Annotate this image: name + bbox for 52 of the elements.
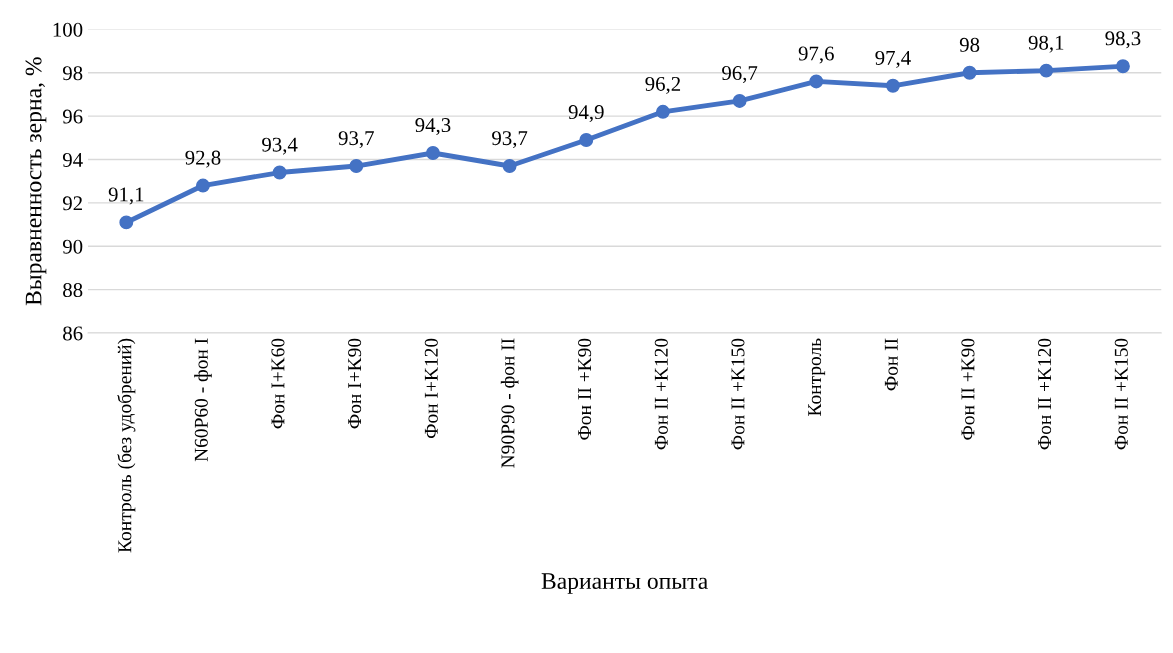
- data-label: 94,9: [568, 105, 604, 123]
- x-tick-label: Фон II +K120: [654, 338, 668, 450]
- x-tick-label: Контроль (без удобрений): [117, 338, 136, 553]
- point: [196, 178, 210, 193]
- data-label: 94,3: [415, 118, 451, 136]
- point: [1039, 63, 1054, 78]
- data-label: 98,3: [1105, 31, 1141, 49]
- data-label: 98: [959, 37, 980, 52]
- x-axis-title: Варианты опыта: [541, 573, 708, 594]
- x-tick-label: Контроль: [808, 338, 826, 416]
- y-tick-label: 90: [62, 239, 83, 254]
- x-tick-label: N60P60 - фон I: [194, 338, 212, 462]
- y-axis-title: Выравненность зерна, %: [25, 57, 47, 306]
- y-tick-label: 100: [53, 22, 83, 37]
- point: [349, 159, 364, 173]
- x-tick-label: Фон II +K150: [731, 338, 745, 450]
- y-tick-label: 94: [62, 152, 83, 167]
- point: [579, 133, 594, 147]
- x-tick-label: Фон II +K150: [1114, 338, 1128, 450]
- data-label: 93,7: [492, 131, 528, 149]
- data-label: 91,1: [108, 187, 144, 205]
- y-tick-label: 96: [62, 109, 83, 124]
- data-label: 92,8: [185, 150, 221, 168]
- point: [656, 104, 670, 119]
- point: [426, 146, 440, 160]
- data-label: 97,6: [798, 46, 834, 64]
- point: [962, 65, 977, 80]
- data-label: 97,4: [875, 50, 911, 68]
- data-label: 93,7: [338, 131, 374, 149]
- x-tick-label: Фон II +K120: [1038, 338, 1052, 450]
- point: [732, 94, 747, 108]
- data-label: 93,4: [262, 137, 298, 155]
- x-tick-label: Фон II +K90: [578, 338, 592, 440]
- point: [886, 78, 900, 93]
- x-tick-label: Фон I+K60: [271, 338, 285, 429]
- data-label: 96,2: [645, 76, 681, 94]
- y-tick-label: 86: [63, 326, 83, 341]
- y-tick-label: 92: [62, 196, 82, 211]
- point: [502, 159, 517, 173]
- point: [272, 165, 287, 180]
- x-tick-label: Фон I+K90: [348, 338, 362, 429]
- y-tick-label: 88: [63, 283, 83, 298]
- x-tick-label: Фон II: [884, 338, 898, 391]
- point: [809, 74, 824, 89]
- data-label: 98,1: [1028, 35, 1064, 53]
- point: [119, 215, 134, 230]
- data-label: 96,7: [722, 66, 758, 84]
- point: [1115, 59, 1130, 74]
- y-tick-label: 98: [62, 66, 83, 81]
- x-tick-label: Фон I+K120: [424, 338, 438, 439]
- x-tick-label: Фон II +K90: [961, 338, 975, 440]
- x-tick-label: N90P90 - фон II: [500, 338, 519, 468]
